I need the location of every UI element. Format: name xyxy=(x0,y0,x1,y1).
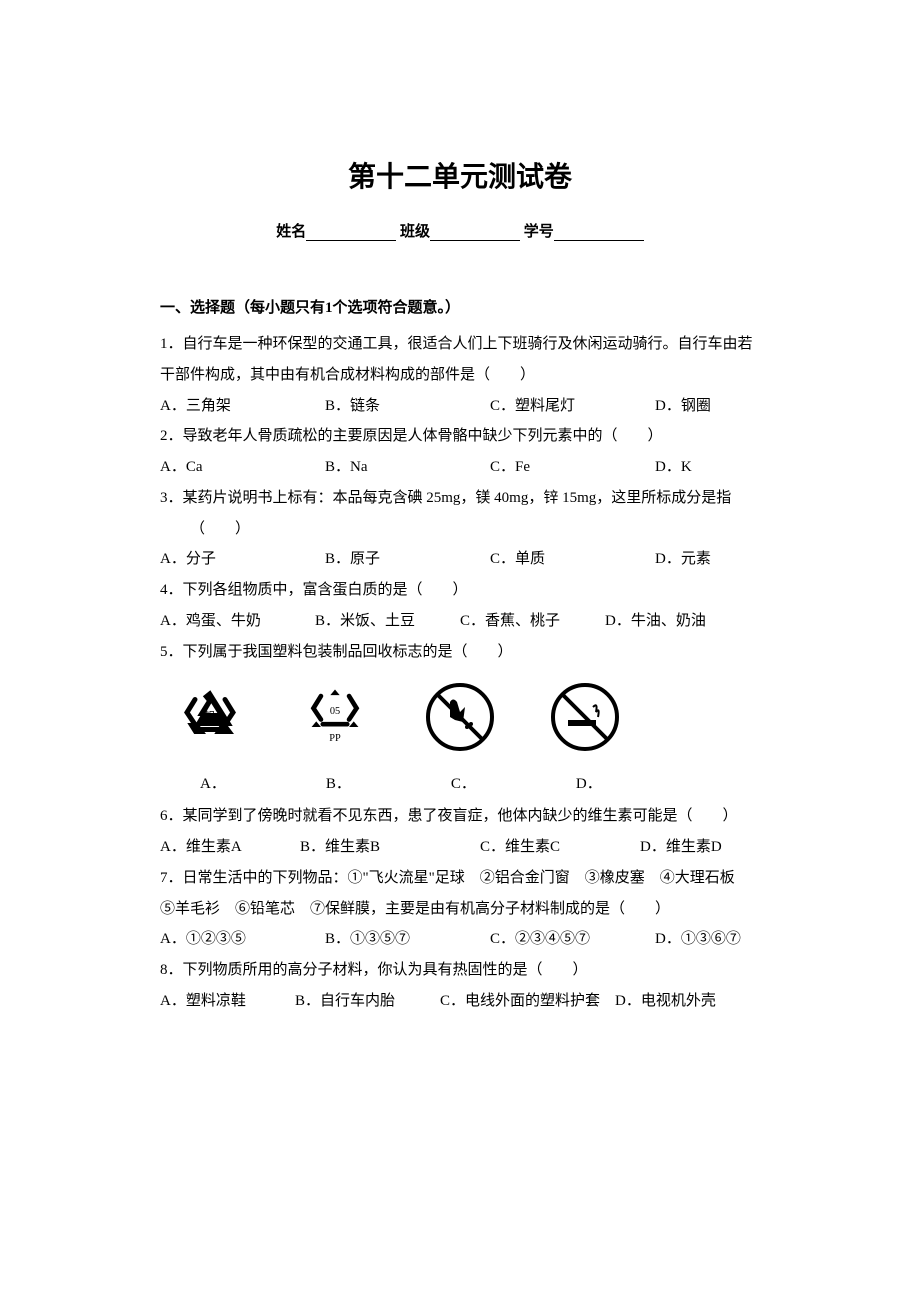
q1-opt-d: D．钢圈 xyxy=(655,391,765,422)
q8-opt-b: B．自行车内胎 xyxy=(295,986,440,1017)
svg-text:PP: PP xyxy=(329,733,341,744)
question-5-labels: A． B． C． D． xyxy=(160,772,760,793)
q4-opt-a: A．鸡蛋、牛奶 xyxy=(160,606,315,637)
question-1-options: A．三角架 B．链条 C．塑料尾灯 D．钢圈 xyxy=(160,391,760,422)
page-title: 第十二单元测试卷 xyxy=(160,155,760,195)
recycle-alu-icon: 铝 xyxy=(175,682,245,757)
svg-text:05: 05 xyxy=(330,706,340,717)
question-2: 2．导致老年人骨质疏松的主要原因是人体骨骼中缺少下列元素中的（ ） xyxy=(160,421,760,452)
question-8-options: A．塑料凉鞋 B．自行车内胎 C．电线外面的塑料护套 D．电视机外壳 xyxy=(160,986,760,1017)
question-3-line2: （ ） xyxy=(160,514,760,545)
class-field-line xyxy=(430,226,520,241)
q7-opt-a: A．①②③⑤ xyxy=(160,924,325,955)
svg-text:铝: 铝 xyxy=(205,711,215,723)
q2-opt-a: A．Ca xyxy=(160,452,325,483)
q2-opt-b: B．Na xyxy=(325,452,490,483)
q3-opt-d: D．元素 xyxy=(655,544,765,575)
q3-opt-c: C．单质 xyxy=(490,544,655,575)
q2-opt-c: C．Fe xyxy=(490,452,655,483)
q4-opt-d: D．牛油、奶油 xyxy=(605,606,715,637)
question-7-options: A．①②③⑤ B．①③⑤⑦ C．②③④⑤⑦ D．①③⑥⑦ xyxy=(160,924,760,955)
q8-opt-d: D．电视机外壳 xyxy=(615,986,755,1017)
name-field-line xyxy=(306,226,396,241)
question-7: 7．日常生活中的下列物品：①"飞火流星"足球 ②铝合金门窗 ③橡皮塞 ④大理石板… xyxy=(160,863,760,925)
question-5-images: 铝 05 PP xyxy=(160,682,760,757)
header-fields: 姓名 班级 学号 xyxy=(160,220,760,241)
question-3-line1: 3．某药片说明书上标有：本品每克含碘 25mg，镁 40mg，锌 15mg，这里… xyxy=(160,483,760,514)
id-field-line xyxy=(554,226,644,241)
q3-opt-a: A．分子 xyxy=(160,544,325,575)
question-2-options: A．Ca B．Na C．Fe D．K xyxy=(160,452,760,483)
q5-opt-b: B． xyxy=(326,772,351,793)
q1-opt-a: A．三角架 xyxy=(160,391,325,422)
question-1: 1．自行车是一种环保型的交通工具，很适合人们上下班骑行及休闲运动骑行。自行车由若… xyxy=(160,329,760,391)
question-8: 8．下列物质所用的高分子材料，你认为具有热固性的是（ ） xyxy=(160,955,760,986)
q7-opt-c: C．②③④⑤⑦ xyxy=(490,924,655,955)
q5-opt-c: C． xyxy=(451,772,476,793)
q1-opt-c: C．塑料尾灯 xyxy=(490,391,655,422)
q4-opt-b: B．米饭、土豆 xyxy=(315,606,460,637)
class-label: 班级 xyxy=(400,224,430,240)
q6-opt-a: A．维生素A xyxy=(160,832,300,863)
q2-opt-d: D．K xyxy=(655,452,765,483)
question-6-options: A．维生素A B．维生素B C．维生素C D．维生素D xyxy=(160,832,760,863)
no-litter-icon xyxy=(425,682,495,752)
q8-opt-c: C．电线外面的塑料护套 xyxy=(440,986,615,1017)
question-6: 6．某同学到了傍晚时就看不见东西，患了夜盲症，他体内缺少的维生素可能是（ ） xyxy=(160,801,760,832)
q6-opt-c: C．维生素C xyxy=(480,832,640,863)
q6-opt-d: D．维生素D xyxy=(640,832,722,863)
section-header: 一、选择题（每小题只有1个选项符合题意。） xyxy=(160,296,760,317)
q7-opt-b: B．①③⑤⑦ xyxy=(325,924,490,955)
recycle-pp-icon: 05 PP xyxy=(300,682,370,757)
q6-opt-b: B．维生素B xyxy=(300,832,480,863)
id-label: 学号 xyxy=(524,224,554,240)
q4-opt-c: C．香蕉、桃子 xyxy=(460,606,605,637)
q7-opt-d: D．①③⑥⑦ xyxy=(655,924,765,955)
q8-opt-a: A．塑料凉鞋 xyxy=(160,986,295,1017)
question-3-options: A．分子 B．原子 C．单质 D．元素 xyxy=(160,544,760,575)
q5-opt-a: A． xyxy=(200,772,226,793)
name-label: 姓名 xyxy=(276,224,306,240)
q1-opt-b: B．链条 xyxy=(325,391,490,422)
question-4: 4．下列各组物质中，富含蛋白质的是（ ） xyxy=(160,575,760,606)
question-5: 5．下列属于我国塑料包装制品回收标志的是（ ） xyxy=(160,637,760,668)
question-4-options: A．鸡蛋、牛奶 B．米饭、土豆 C．香蕉、桃子 D．牛油、奶油 xyxy=(160,606,760,637)
no-smoking-icon xyxy=(550,682,620,752)
q3-opt-b: B．原子 xyxy=(325,544,490,575)
q5-opt-d: D． xyxy=(576,772,602,793)
